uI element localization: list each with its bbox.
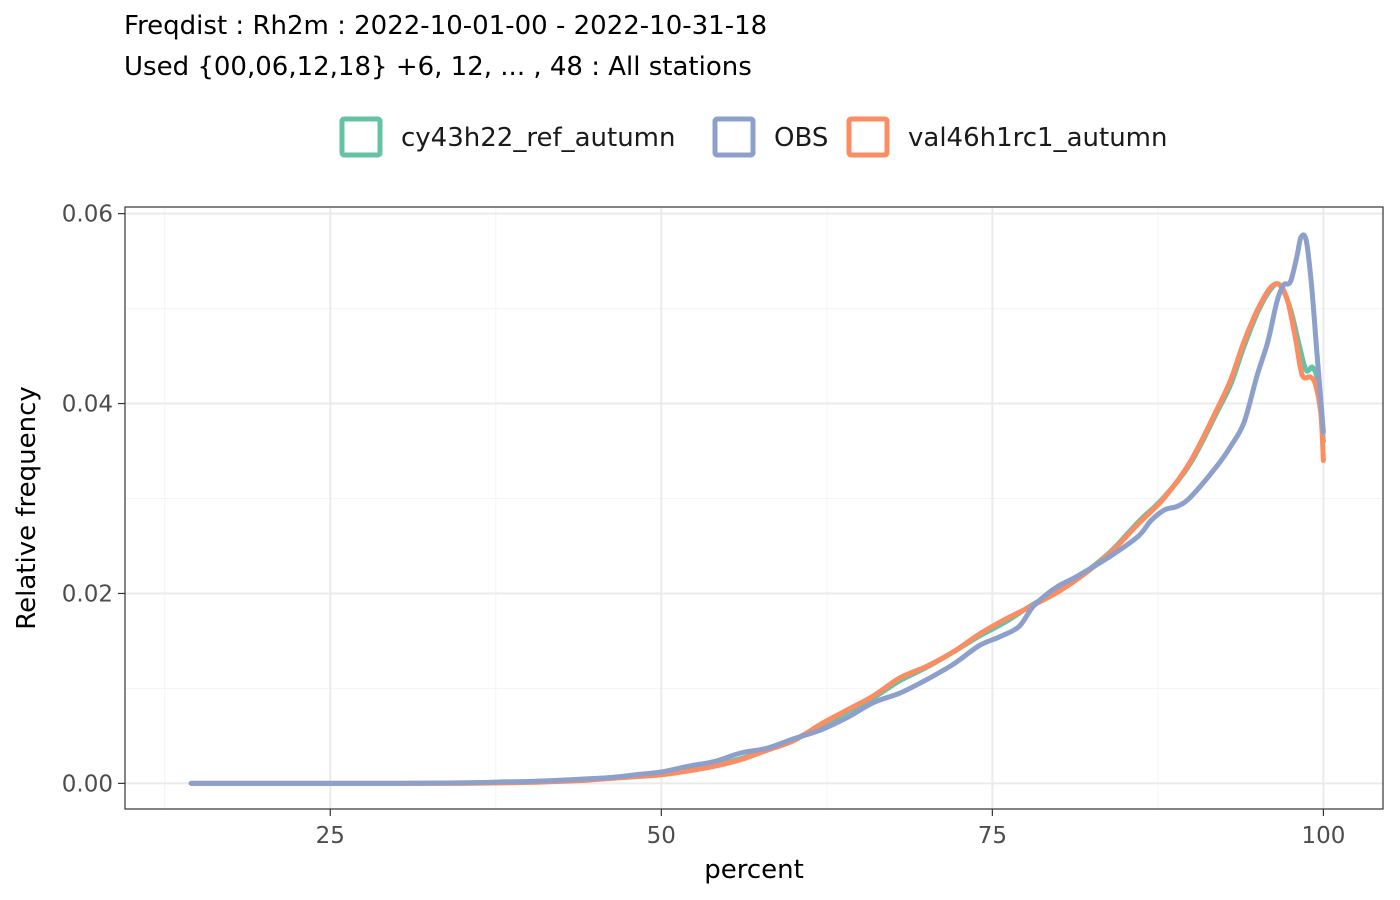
y-tick-label: 0.00 (62, 771, 113, 797)
plot-grid (125, 207, 1383, 809)
legend-label: cy43h22_ref_autumn (401, 123, 676, 153)
series-layer (188, 232, 1326, 786)
legend-key (846, 116, 890, 158)
legend-key (712, 116, 756, 158)
legend-item-val46h1rc1_autumn: val46h1rc1_autumn (846, 116, 1168, 158)
y-tick-label: 0.06 (62, 202, 113, 228)
legend: cy43h22_ref_autumn OBS val46h1rc1_autumn (339, 116, 1168, 158)
x-tick-label: 25 (316, 823, 345, 849)
series-line-OBS (188, 232, 1326, 786)
y-axis-title: Relative frequency (12, 386, 42, 630)
y-tick-label: 0.02 (62, 581, 113, 607)
axes: 25 50 75 100 0.00 0.02 0.04 0.06 (62, 202, 1346, 849)
legend-item-cy43h22_ref_autumn: cy43h22_ref_autumn (339, 116, 676, 158)
legend-label: val46h1rc1_autumn (908, 123, 1168, 153)
legend-label: OBS (774, 123, 828, 153)
chart-title: Freqdist : Rh2m : 2022-10-01-00 - 2022-1… (124, 11, 767, 41)
x-axis-title: percent (704, 855, 804, 885)
x-tick-label: 100 (1301, 823, 1345, 849)
x-tick-label: 50 (647, 823, 676, 849)
plot-panel-border (124, 206, 1384, 810)
legend-item-OBS: OBS (712, 116, 828, 158)
legend-key (339, 116, 383, 158)
chart-subtitle: Used {00,06,12,18} +6, 12, ... , 48 : Al… (124, 52, 752, 82)
y-tick-label: 0.04 (62, 392, 113, 418)
x-tick-label: 75 (978, 823, 1007, 849)
plot-background (125, 207, 1383, 809)
